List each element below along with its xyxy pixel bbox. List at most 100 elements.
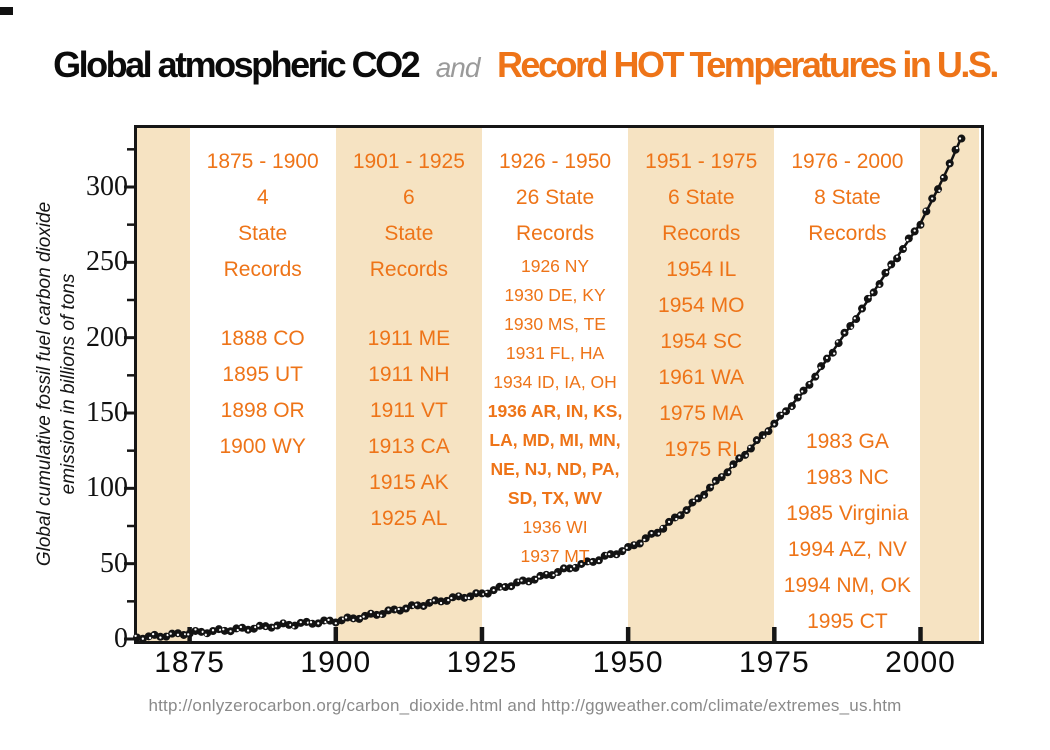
data-point-highlight [552,574,555,577]
x-tick-label-1875: 1875 [154,646,225,679]
record-line: 1900 WY [219,435,306,458]
data-point-highlight [625,546,628,549]
data-point-highlight [657,532,660,535]
data-point-highlight [762,435,766,438]
data-point-highlight [485,590,488,594]
data-point [934,185,943,194]
data-point-highlight [274,625,278,628]
data-point-highlight [534,577,538,581]
record-line: State [384,222,434,245]
record-line: 6 State [667,186,735,209]
data-point-highlight [895,255,899,258]
data-point [255,621,264,630]
record-line: Records [369,258,448,281]
data-point-highlight [239,625,242,629]
record-line: 1875 - 1900 [206,150,319,173]
record-line: 1930 MS, TE [504,314,606,334]
y-tick-label-50: 50 [100,547,128,579]
data-point-highlight [868,296,871,299]
data-point [787,402,796,411]
data-point [764,427,773,436]
data-point-highlight [404,607,408,610]
data-point-highlight [510,585,513,589]
records-column-1975-2000: 1976 - 2000 8 State Records 1983 GA 1983 NC 1… [765,144,929,640]
data-point-highlight [282,620,285,623]
title-co2: Global atmospheric CO2 [53,44,421,85]
data-point-highlight [643,538,646,542]
data-point [706,483,715,492]
data-point-highlight [562,566,565,569]
y-tick-label-300: 300 [86,170,128,202]
data-point-highlight [931,197,934,200]
records-column-1950-1975: 1951 - 1975 6 State Records 1954 IL 1954 MO 1… [619,144,783,468]
data-point-highlight [334,622,337,625]
data-point-highlight [797,395,801,398]
data-point-highlight [938,189,941,192]
data-point [372,610,381,619]
record-line: 1994 NM, OK [783,574,912,597]
data-point-highlight [790,406,794,409]
y-tick-label-150: 150 [86,396,128,428]
data-point [653,528,662,537]
data-point-highlight [447,598,450,602]
data-point-highlight [878,284,881,287]
record-line: 1954 IL [666,258,737,281]
data-point [542,570,551,579]
data-point-highlight [362,615,365,618]
record-line: 1936 AR, IN, KS, [487,401,623,421]
data-point-highlight [257,624,260,627]
data-point [852,315,861,324]
data-point-highlight [299,620,302,624]
data-point [413,601,422,610]
data-point-highlight [622,549,625,552]
data-point [659,524,668,533]
data-point [442,596,451,605]
data-point-highlight [187,633,190,636]
data-point [916,220,925,229]
data-point-highlight [608,552,611,556]
data-point-highlight [369,611,373,614]
y-tick-label-250: 250 [86,246,128,278]
column-spacer [327,288,491,321]
data-point-highlight [450,596,453,600]
data-point-highlight [801,390,804,393]
data-point [782,407,791,416]
data-point [799,386,808,395]
record-line: 1975 MA [659,402,744,425]
data-point-highlight [236,628,239,632]
data-point [881,268,890,277]
data-point-highlight [808,382,811,385]
data-point-highlight [843,331,846,334]
data-point-highlight [755,439,758,442]
data-point-highlight [597,559,601,563]
data-point-highlight [888,264,892,267]
data-point-highlight [632,542,636,545]
data-point [168,629,177,638]
data-point [811,372,820,381]
data-point-highlight [818,366,821,369]
data-point-highlight [211,629,215,632]
data-point [518,576,527,585]
data-point-highlight [457,593,460,596]
data-point-highlight [773,423,776,426]
y-tick-label-200: 200 [86,321,128,353]
data-point-highlight [359,616,362,620]
data-point-highlight [246,629,250,632]
record-line: 1911 ME [367,327,451,350]
data-point-highlight [853,317,856,320]
records-column-1925-1950: 1926 - 1950 26 State Records 1926 NY 1930 DE… [473,144,637,571]
data-point [612,550,621,559]
data-point [951,145,960,154]
data-point-highlight [710,485,713,488]
data-point-highlight [815,375,818,378]
data-point-highlight [590,559,593,563]
data-point-highlight [169,632,172,635]
record-line: 1936 WI [522,517,588,537]
chart-title: Global atmospheric CO2 and Record HOT Te… [0,42,1050,91]
x-tick-label-1900: 1900 [300,646,372,679]
data-point-highlight [204,633,207,636]
record-line: 1901 - 1925 [352,150,465,173]
title-hot-records: Record HOT Temperatures in U.S. [496,44,999,85]
x-tick-label-2000: 2000 [885,646,956,679]
data-point-highlight [545,572,548,575]
